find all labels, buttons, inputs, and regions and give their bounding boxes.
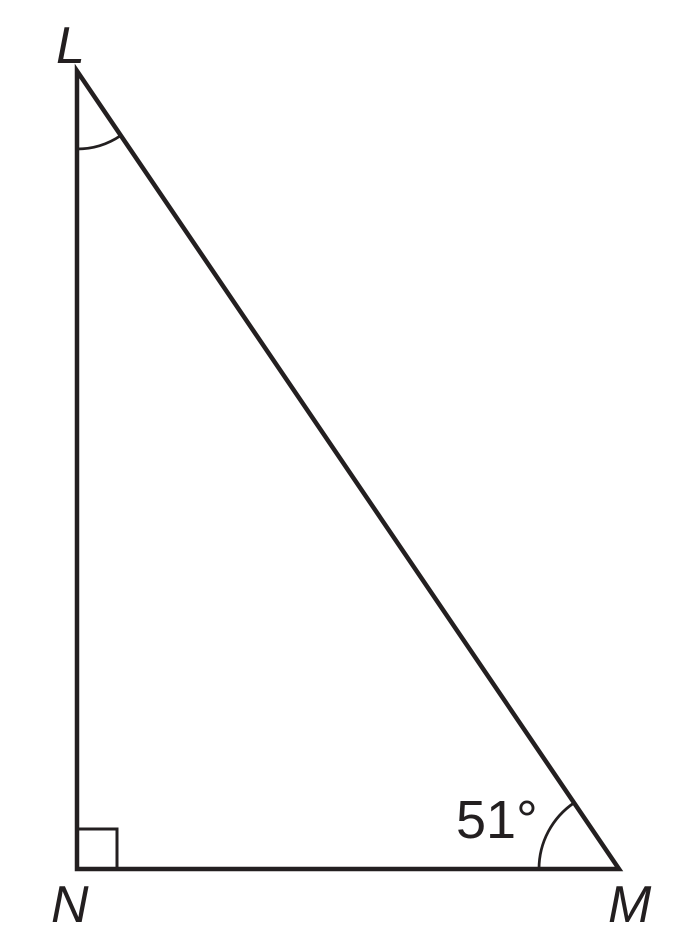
angle-arc-vertex-m	[537, 801, 575, 870]
angle-value-label-51: 51°	[456, 790, 538, 850]
vertex-label-n: N	[51, 876, 89, 934]
angle-arc-vertex-l	[76, 134, 122, 151]
right-angle-marker	[77, 827, 119, 869]
vertex-label-l: L	[56, 17, 85, 75]
triangle-outline	[74, 63, 624, 872]
vertex-label-m: M	[608, 876, 652, 934]
